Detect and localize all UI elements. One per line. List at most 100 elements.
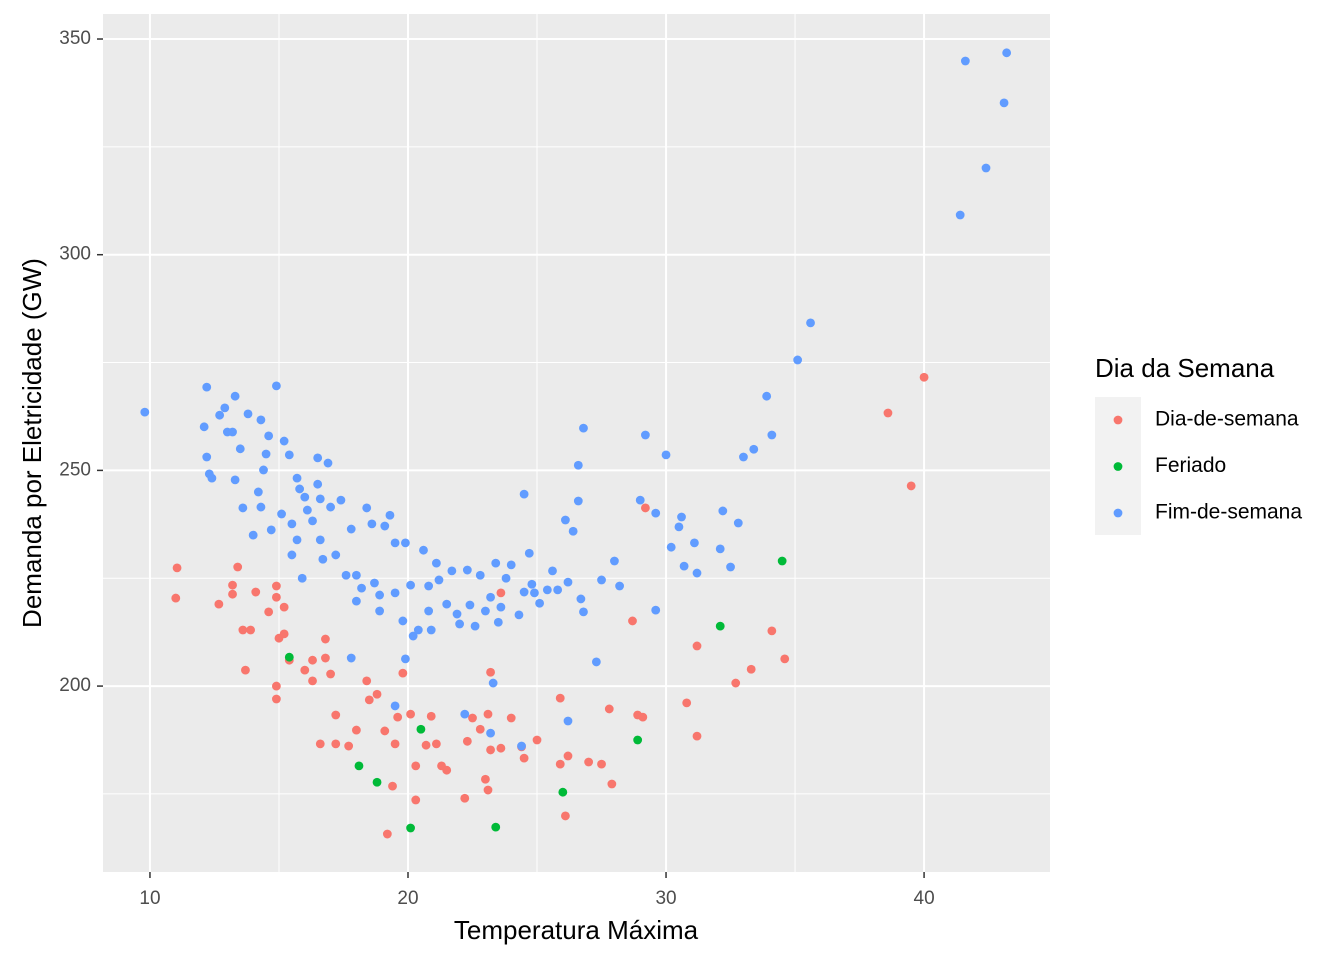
point bbox=[563, 751, 573, 761]
point bbox=[527, 579, 537, 589]
point bbox=[300, 492, 310, 502]
point bbox=[777, 556, 787, 566]
point bbox=[331, 550, 341, 560]
point bbox=[733, 518, 743, 528]
point bbox=[767, 430, 777, 440]
point bbox=[542, 585, 552, 595]
point bbox=[302, 505, 312, 515]
point bbox=[393, 712, 403, 722]
y-axis-title: Demanda por Eletricidade (GW) bbox=[17, 258, 47, 628]
point bbox=[424, 606, 434, 616]
point bbox=[553, 585, 563, 595]
point bbox=[597, 759, 606, 769]
point bbox=[214, 599, 224, 609]
point bbox=[651, 508, 661, 518]
point bbox=[238, 625, 248, 635]
point bbox=[767, 626, 777, 636]
point bbox=[421, 740, 431, 750]
point bbox=[468, 713, 477, 723]
point bbox=[238, 503, 248, 513]
point bbox=[481, 774, 490, 784]
point bbox=[638, 712, 648, 722]
point bbox=[233, 562, 243, 572]
point bbox=[259, 465, 268, 475]
point bbox=[315, 535, 325, 545]
legend-key bbox=[1113, 462, 1123, 471]
point bbox=[501, 573, 511, 583]
point bbox=[442, 599, 452, 609]
point bbox=[401, 538, 410, 548]
point bbox=[413, 625, 423, 635]
point bbox=[362, 676, 372, 686]
point bbox=[382, 829, 392, 839]
point bbox=[172, 563, 182, 573]
point bbox=[530, 588, 539, 598]
point bbox=[651, 605, 661, 615]
point bbox=[351, 596, 361, 606]
point bbox=[279, 436, 289, 446]
point bbox=[1002, 48, 1012, 58]
point bbox=[919, 372, 929, 382]
point bbox=[140, 407, 150, 417]
point bbox=[496, 602, 506, 612]
point bbox=[677, 512, 686, 522]
point bbox=[357, 583, 366, 593]
point bbox=[628, 616, 637, 626]
point bbox=[375, 590, 385, 600]
point bbox=[806, 318, 815, 328]
legend-key bbox=[1113, 508, 1123, 518]
point bbox=[726, 562, 735, 572]
point bbox=[465, 600, 475, 610]
point bbox=[292, 535, 302, 545]
point bbox=[321, 634, 330, 644]
point bbox=[253, 487, 263, 497]
point bbox=[519, 587, 529, 597]
point bbox=[434, 575, 444, 585]
grid bbox=[103, 14, 1050, 872]
point bbox=[385, 510, 395, 520]
point bbox=[496, 743, 506, 753]
point bbox=[561, 811, 570, 821]
point bbox=[318, 554, 328, 564]
point bbox=[470, 621, 480, 631]
point bbox=[367, 519, 377, 529]
point bbox=[419, 545, 428, 555]
point bbox=[308, 655, 317, 665]
point bbox=[331, 710, 341, 720]
point bbox=[462, 736, 472, 746]
point bbox=[584, 757, 594, 767]
point bbox=[486, 728, 495, 738]
point bbox=[256, 502, 266, 512]
legend-title: Dia da Semana bbox=[1095, 353, 1275, 383]
point bbox=[491, 822, 501, 832]
point bbox=[610, 556, 619, 566]
point bbox=[354, 761, 364, 771]
point bbox=[568, 526, 578, 536]
legend-label: Dia-de-semana bbox=[1155, 408, 1299, 431]
point bbox=[548, 566, 557, 576]
point bbox=[272, 581, 281, 591]
point bbox=[431, 558, 441, 568]
point bbox=[488, 678, 498, 688]
point bbox=[514, 610, 524, 620]
point bbox=[406, 580, 415, 590]
point bbox=[388, 781, 397, 791]
point bbox=[326, 502, 335, 512]
point bbox=[300, 665, 310, 675]
point bbox=[506, 713, 516, 723]
point bbox=[362, 503, 372, 513]
point bbox=[408, 631, 418, 641]
point bbox=[452, 609, 462, 619]
point bbox=[793, 355, 803, 365]
point bbox=[493, 617, 503, 627]
legend-label: Feriado bbox=[1155, 454, 1226, 477]
point bbox=[455, 619, 465, 629]
point bbox=[483, 785, 493, 795]
point bbox=[483, 709, 493, 719]
point bbox=[460, 709, 470, 719]
point bbox=[640, 503, 650, 513]
point bbox=[561, 515, 570, 525]
point bbox=[272, 381, 281, 391]
point bbox=[682, 698, 692, 708]
point bbox=[235, 444, 245, 454]
